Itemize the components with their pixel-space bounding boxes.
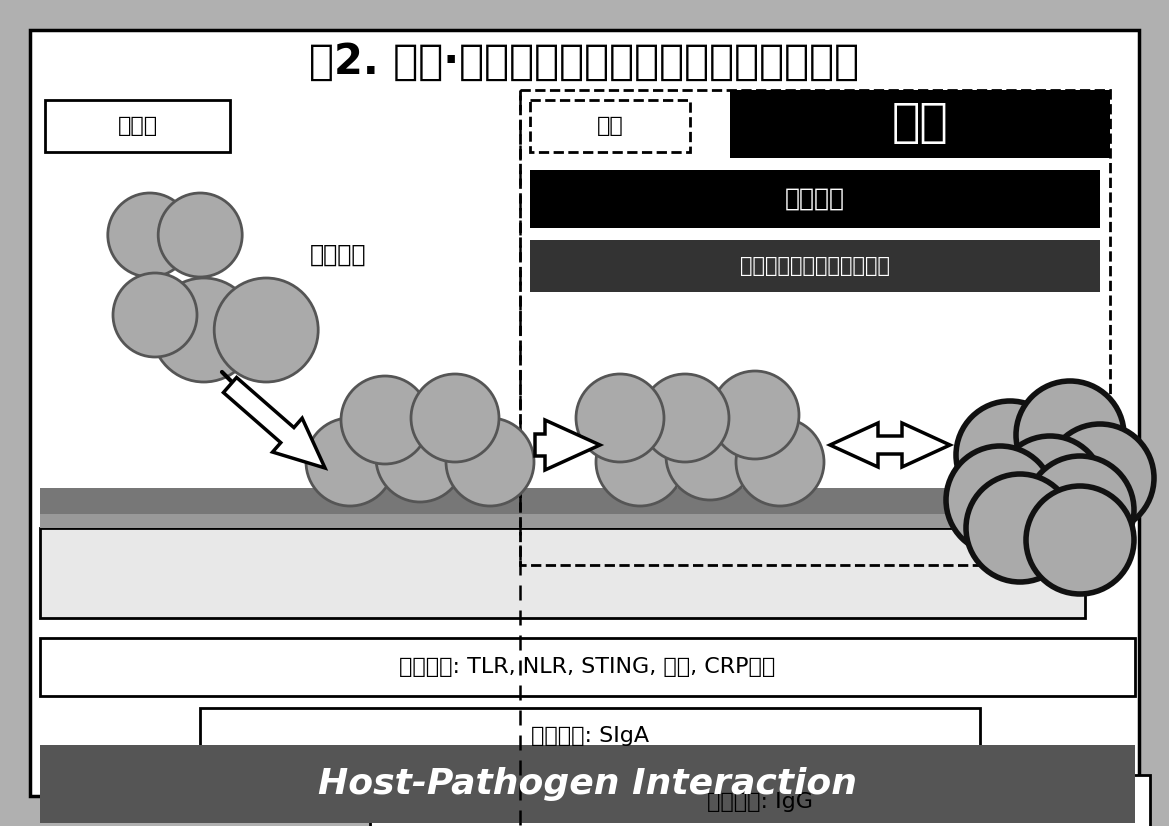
Circle shape <box>966 474 1074 582</box>
Circle shape <box>113 273 198 357</box>
Text: 環境適応: 環境適応 <box>786 187 845 211</box>
Bar <box>40 745 1135 823</box>
Bar <box>520 90 1111 565</box>
Text: 定着: 定着 <box>596 116 623 136</box>
Circle shape <box>306 418 394 506</box>
Circle shape <box>666 412 754 500</box>
Bar <box>530 170 1100 228</box>
Circle shape <box>411 374 499 462</box>
Text: 局所組織侵入／病原性変化: 局所組織侵入／病原性変化 <box>740 256 890 276</box>
Circle shape <box>108 193 192 277</box>
Bar <box>729 90 1111 158</box>
Bar <box>40 514 1085 528</box>
Polygon shape <box>535 420 600 470</box>
Bar <box>530 100 690 152</box>
Circle shape <box>214 278 318 382</box>
Circle shape <box>1026 486 1134 594</box>
Text: 自然免疫: TLR, NLR, STING, 補体, CRPなど: 自然免疫: TLR, NLR, STING, 補体, CRPなど <box>400 657 775 677</box>
Circle shape <box>596 418 684 506</box>
Circle shape <box>152 278 256 382</box>
Circle shape <box>736 418 824 506</box>
Text: 図2. 伝播·保菌の過程と宿主－細菌間相互作用: 図2. 伝播·保菌の過程と宿主－細菌間相互作用 <box>310 41 859 83</box>
Circle shape <box>158 193 242 277</box>
Bar <box>44 100 230 152</box>
Circle shape <box>376 414 464 502</box>
Circle shape <box>447 418 534 506</box>
Polygon shape <box>830 423 950 467</box>
Circle shape <box>1026 456 1134 564</box>
Bar <box>40 488 1085 514</box>
Bar <box>1085 504 1135 544</box>
Circle shape <box>946 446 1054 554</box>
Bar <box>200 708 980 763</box>
Circle shape <box>956 401 1064 509</box>
Bar <box>40 528 1085 618</box>
Polygon shape <box>223 377 325 468</box>
Circle shape <box>341 376 429 464</box>
Circle shape <box>1016 381 1125 489</box>
Circle shape <box>576 374 664 462</box>
Circle shape <box>1046 424 1154 532</box>
Text: 粘膜免疫: SIgA: 粘膜免疫: SIgA <box>531 725 649 746</box>
Circle shape <box>641 374 729 462</box>
Bar <box>371 775 1150 826</box>
Circle shape <box>711 371 798 459</box>
Text: 全身免疫: IgG: 全身免疫: IgG <box>707 792 812 813</box>
Text: Host-Pathogen Interaction: Host-Pathogen Interaction <box>318 767 857 801</box>
Bar <box>530 240 1100 292</box>
Text: 浮遊菌: 浮遊菌 <box>117 116 158 136</box>
Circle shape <box>996 436 1104 544</box>
Text: 肺炎球菌: 肺炎球菌 <box>310 243 367 267</box>
Bar <box>40 638 1135 696</box>
Text: 保菌: 保菌 <box>892 102 948 146</box>
